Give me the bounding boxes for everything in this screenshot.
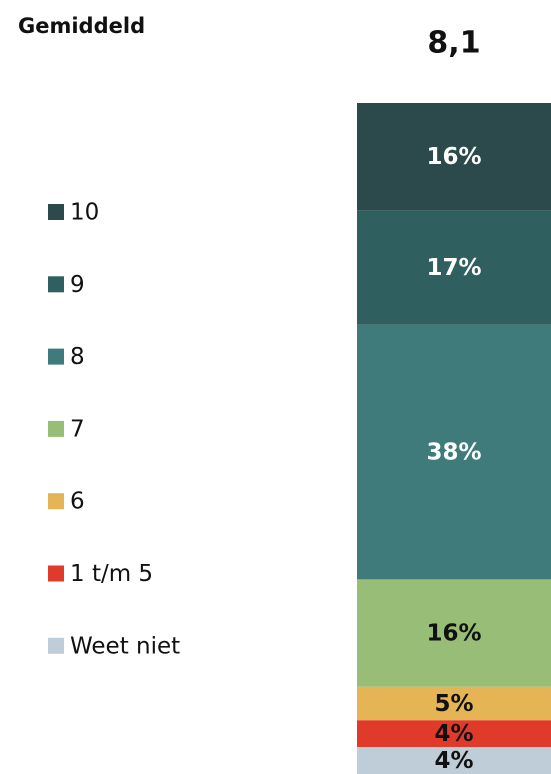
bar-segment bbox=[357, 579, 551, 687]
legend-swatch bbox=[48, 493, 64, 510]
legend-text: 9 bbox=[70, 272, 85, 298]
legend-swatch bbox=[48, 565, 64, 582]
legend-text: Weet niet bbox=[70, 633, 180, 659]
segment-label: 4% bbox=[434, 748, 473, 774]
segment-label: 17% bbox=[426, 255, 481, 281]
legend-swatch bbox=[48, 637, 64, 654]
legend-swatch bbox=[48, 348, 64, 365]
segment-label: 16% bbox=[426, 621, 481, 647]
bar-segment bbox=[357, 720, 551, 748]
legend-swatch bbox=[48, 276, 64, 293]
segment-label: 4% bbox=[434, 721, 473, 747]
segment-label: 5% bbox=[434, 691, 473, 717]
segment-label: 16% bbox=[426, 144, 481, 170]
legend-swatch bbox=[48, 420, 64, 437]
segment-label: 38% bbox=[426, 439, 481, 465]
legend-swatch bbox=[48, 204, 64, 220]
bar-segment bbox=[357, 686, 551, 721]
bar-segment bbox=[357, 747, 551, 774]
chart-title: Gemiddeld bbox=[18, 14, 145, 38]
legend-text: 7 bbox=[70, 416, 85, 442]
legend-text: 1 t/m 5 bbox=[70, 561, 153, 587]
bar-segment bbox=[357, 103, 551, 211]
legend-text: 8 bbox=[70, 344, 85, 370]
legend-text: 10 bbox=[70, 200, 99, 226]
average-value: 8,1 bbox=[427, 26, 480, 61]
bar-segment bbox=[357, 324, 551, 580]
bar-segment bbox=[357, 210, 551, 325]
legend-text: 6 bbox=[70, 489, 85, 515]
